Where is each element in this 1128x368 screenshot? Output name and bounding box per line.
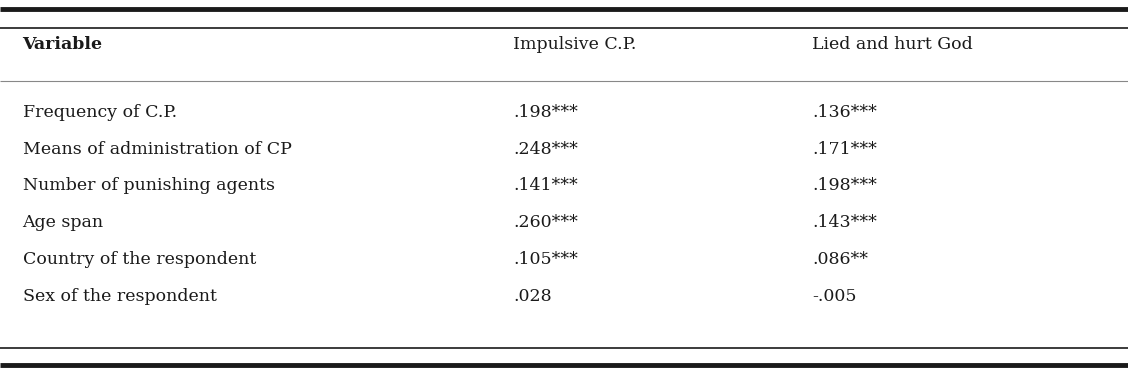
Text: .248***: .248*** [513, 141, 579, 158]
Text: .143***: .143*** [812, 214, 878, 231]
Text: Country of the respondent: Country of the respondent [23, 251, 256, 268]
Text: .086**: .086** [812, 251, 869, 268]
Text: Sex of the respondent: Sex of the respondent [23, 288, 217, 305]
Text: .141***: .141*** [513, 177, 578, 194]
Text: Variable: Variable [23, 36, 103, 53]
Text: .171***: .171*** [812, 141, 878, 158]
Text: .028: .028 [513, 288, 552, 305]
Text: .105***: .105*** [513, 251, 579, 268]
Text: Impulsive C.P.: Impulsive C.P. [513, 36, 636, 53]
Text: .260***: .260*** [513, 214, 579, 231]
Text: Frequency of C.P.: Frequency of C.P. [23, 104, 177, 121]
Text: Means of administration of CP: Means of administration of CP [23, 141, 291, 158]
Text: Number of punishing agents: Number of punishing agents [23, 177, 274, 194]
Text: .198***: .198*** [812, 177, 878, 194]
Text: Lied and hurt God: Lied and hurt God [812, 36, 973, 53]
Text: -.005: -.005 [812, 288, 856, 305]
Text: .136***: .136*** [812, 104, 878, 121]
Text: Age span: Age span [23, 214, 104, 231]
Text: .198***: .198*** [513, 104, 579, 121]
